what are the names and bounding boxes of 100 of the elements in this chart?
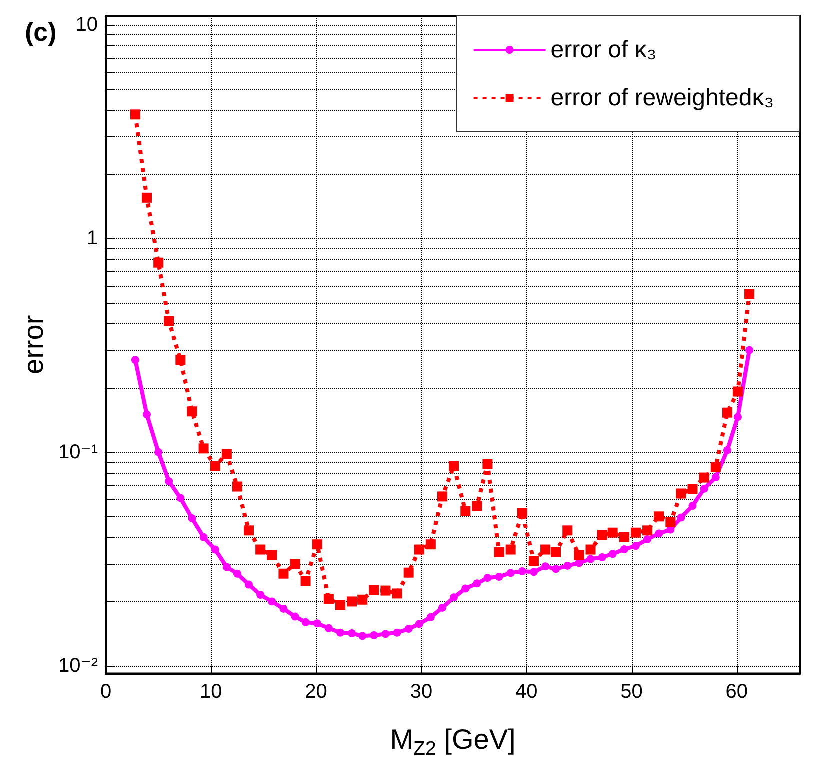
point [176, 494, 185, 502]
point [165, 478, 174, 486]
point [644, 535, 652, 544]
point [200, 533, 208, 542]
point [426, 613, 435, 622]
y-tick-label: 1 [86, 228, 98, 250]
point [278, 568, 289, 579]
point [450, 594, 458, 602]
point [267, 550, 278, 560]
point [574, 550, 584, 560]
point [699, 472, 710, 483]
point [586, 555, 595, 564]
point [211, 546, 220, 554]
point [313, 620, 322, 628]
point [393, 628, 402, 637]
point [222, 449, 232, 460]
point [666, 517, 676, 528]
point [142, 192, 152, 203]
point [655, 530, 664, 538]
point [358, 632, 367, 640]
point [415, 620, 424, 628]
point [222, 563, 231, 572]
point [732, 386, 743, 397]
point [256, 544, 266, 555]
point [746, 346, 754, 354]
point [712, 474, 720, 482]
point [449, 461, 460, 472]
point [462, 584, 470, 593]
point [473, 580, 482, 588]
point [620, 546, 628, 554]
point [506, 544, 516, 555]
point [494, 547, 504, 558]
point [290, 559, 300, 570]
point [336, 628, 344, 637]
point [722, 408, 732, 418]
point [608, 550, 617, 558]
point [562, 526, 573, 536]
point [495, 573, 504, 582]
point [426, 540, 436, 550]
point [482, 459, 493, 470]
point [528, 556, 539, 566]
x-tick-label: 10 [200, 680, 222, 703]
point [632, 542, 640, 550]
point [552, 565, 560, 574]
y-tick-label: 10⁻¹ [58, 441, 98, 464]
point [280, 604, 288, 613]
point [232, 482, 242, 492]
x-tick-label: 50 [620, 680, 643, 703]
point [348, 630, 356, 638]
point [154, 448, 163, 456]
point [484, 574, 492, 582]
point [404, 568, 414, 578]
chart-title: (c) [25, 17, 57, 47]
point [642, 526, 653, 536]
point [233, 570, 242, 578]
point [370, 631, 378, 640]
point [437, 492, 448, 502]
point [256, 591, 265, 600]
point [551, 547, 562, 558]
point [688, 484, 698, 494]
point [154, 258, 164, 268]
point [619, 532, 630, 542]
point [210, 461, 220, 472]
point [608, 528, 618, 538]
y-tick-label: 10⁻² [58, 655, 98, 678]
x-tick-label: 30 [410, 680, 433, 703]
point [143, 410, 152, 419]
point [130, 110, 140, 120]
point [506, 569, 515, 578]
point [598, 554, 606, 562]
point [517, 508, 528, 518]
point [302, 618, 310, 626]
point [677, 514, 686, 522]
point [460, 506, 471, 516]
point [244, 526, 254, 536]
point [392, 588, 402, 599]
point [291, 612, 300, 621]
point [312, 540, 322, 550]
point [597, 530, 608, 540]
point [369, 585, 380, 596]
legend-label: error of κ₃ [550, 36, 657, 64]
point [324, 594, 334, 604]
point [358, 594, 368, 605]
point [188, 514, 196, 523]
point [438, 604, 446, 612]
x-tick-label: 60 [726, 680, 748, 703]
point [245, 580, 254, 589]
point [268, 598, 276, 606]
point [187, 406, 198, 417]
point [131, 356, 140, 364]
point [176, 355, 186, 366]
x-tick-label: 0 [100, 680, 112, 703]
point [542, 562, 550, 571]
point [380, 586, 391, 596]
point [300, 576, 311, 586]
point [654, 512, 664, 522]
x-tick-label: 40 [515, 680, 538, 703]
point [414, 544, 424, 555]
point [324, 624, 333, 632]
x-tick-label: 20 [305, 680, 328, 703]
